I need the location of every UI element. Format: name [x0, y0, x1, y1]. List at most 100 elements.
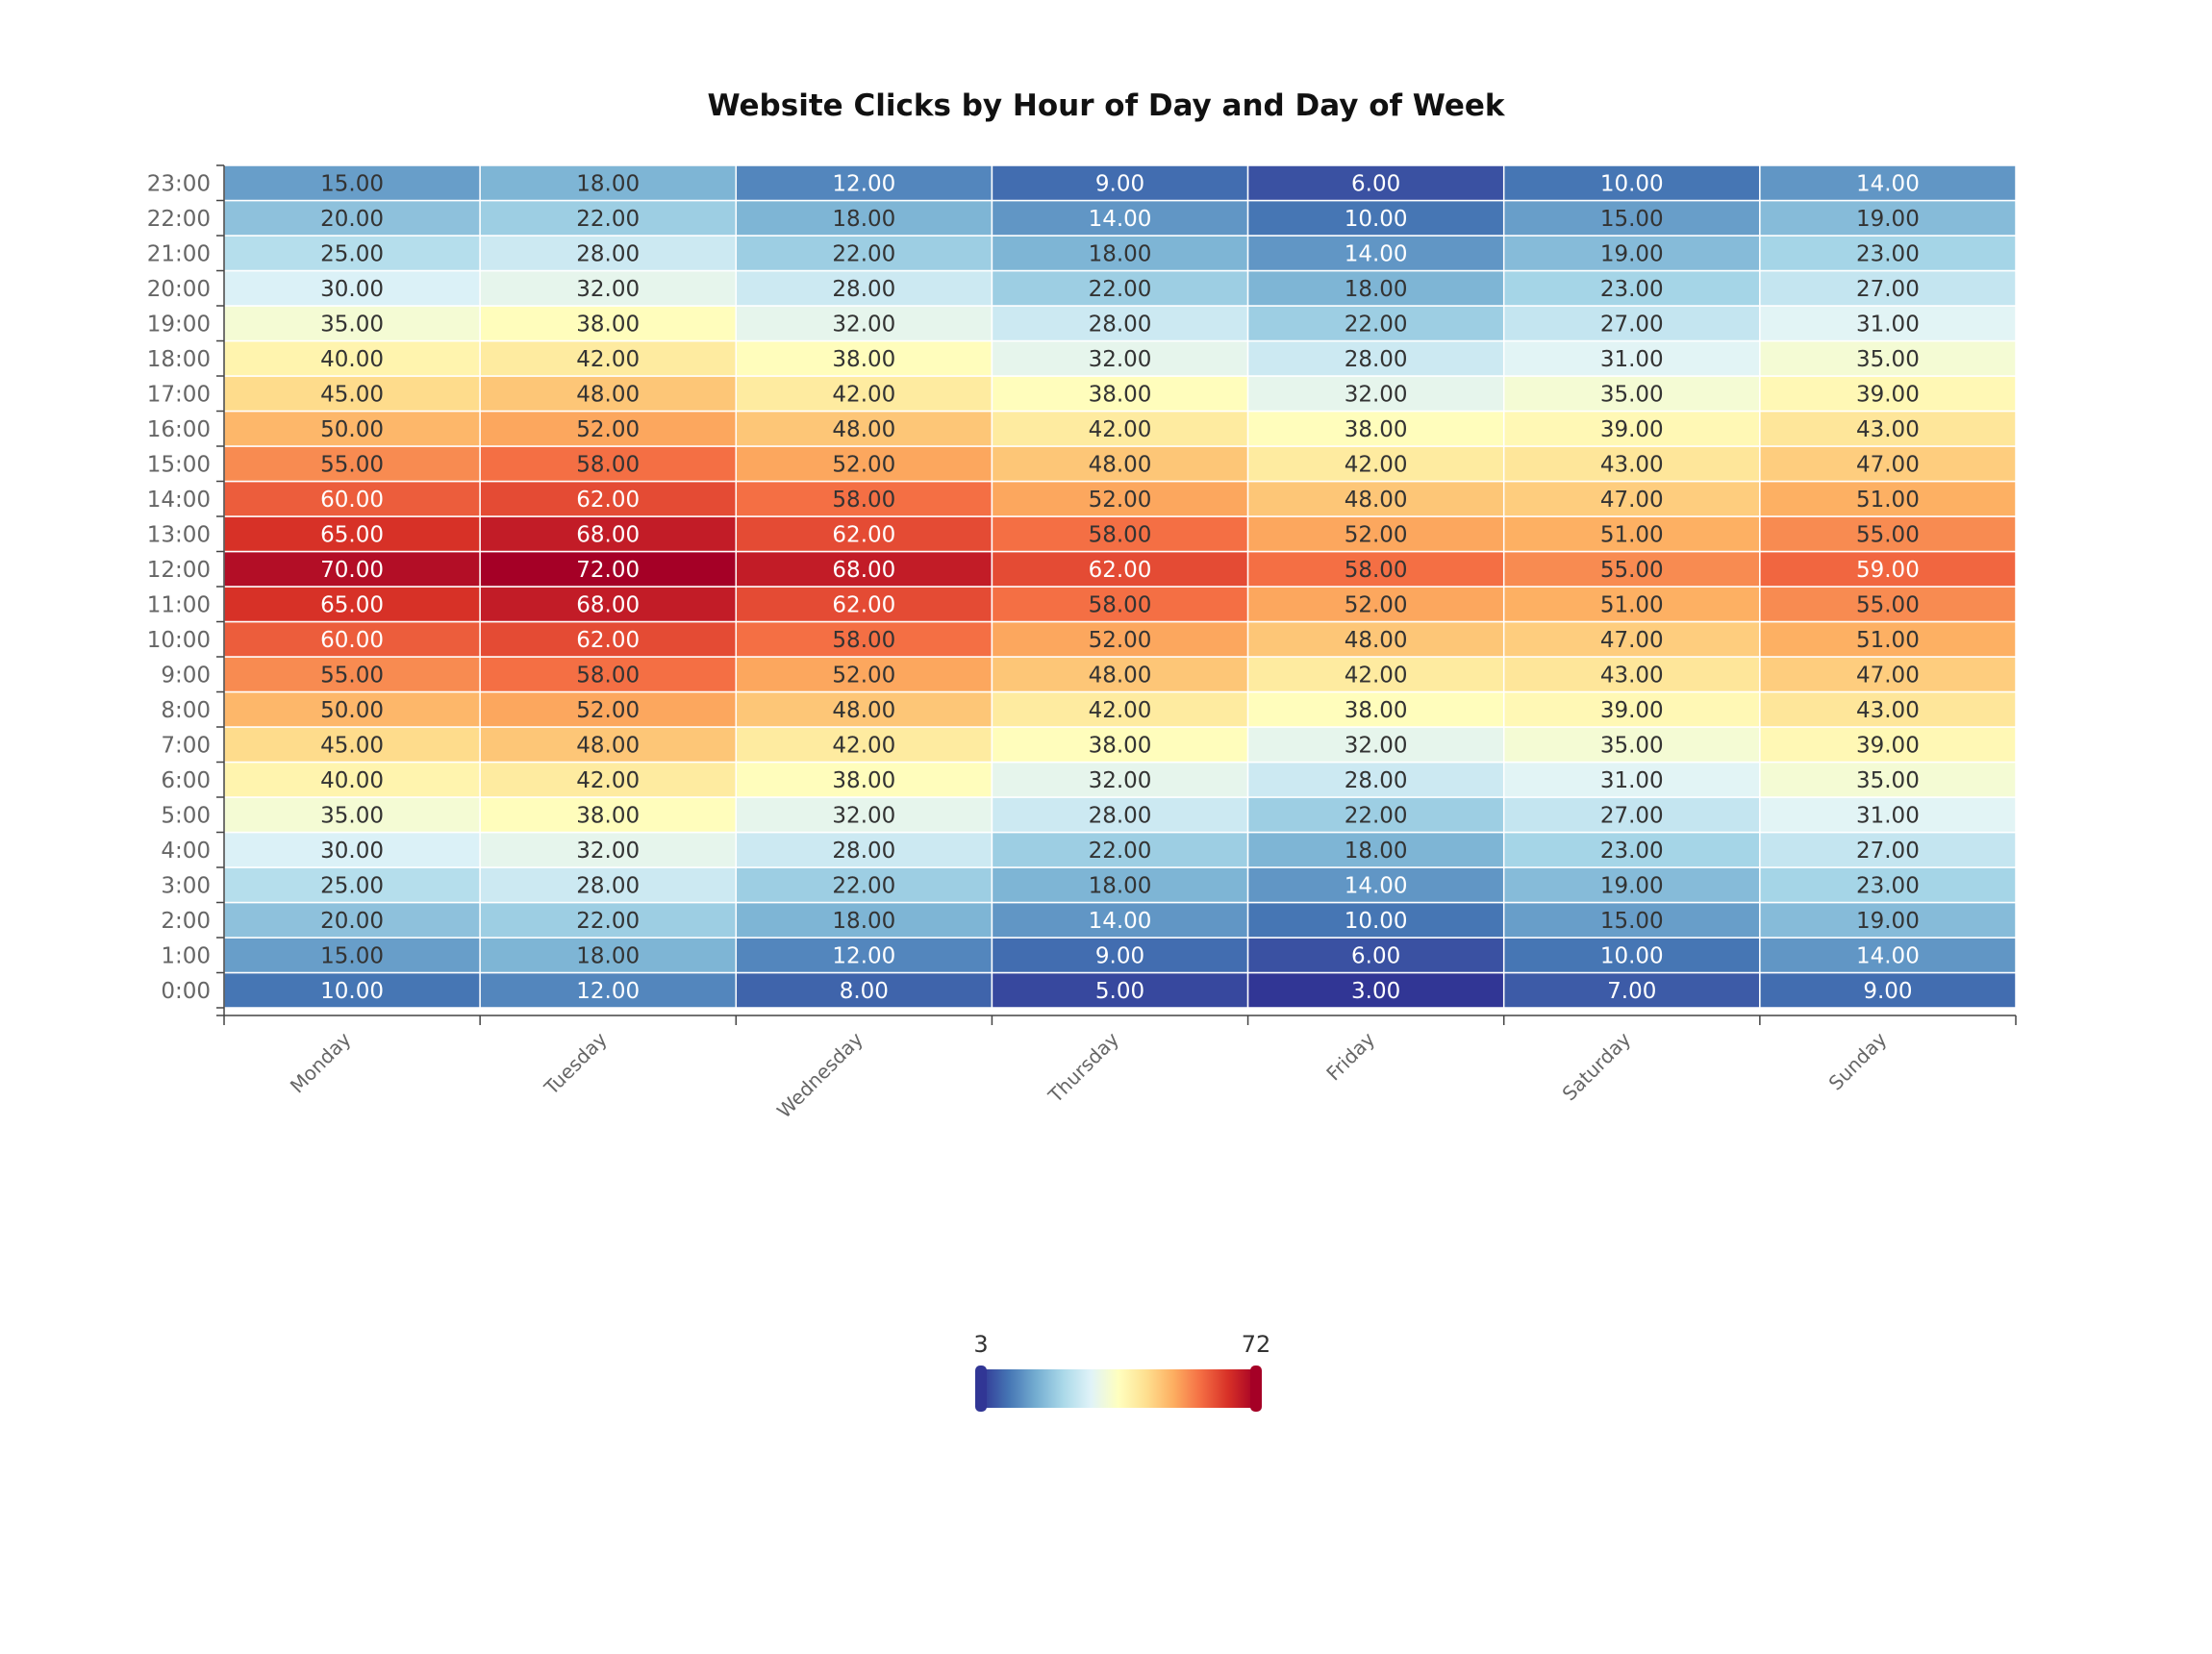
cell-value-label: 28.00 [1089, 803, 1152, 828]
heatmap-cell [991, 726, 1249, 764]
heatmap-cell [735, 620, 993, 658]
cell-value-label: 15.00 [320, 943, 384, 968]
cell-value-label: 42.00 [1089, 698, 1152, 723]
cell-value-label: 15.00 [1600, 207, 1664, 232]
cell-value-label: 25.00 [320, 241, 384, 266]
cell-value-label: 32.00 [576, 839, 640, 864]
cell-value-label: 8.00 [840, 979, 889, 1004]
cell-value-label: 15.00 [1600, 909, 1664, 934]
visual-map-max-handle[interactable] [1250, 1366, 1262, 1412]
cell-value-label: 35.00 [320, 803, 384, 828]
chart-title: Website Clicks by Hour of Day and Day of… [707, 88, 1505, 123]
cell-value-label: 60.00 [320, 488, 384, 513]
cell-value-label: 52.00 [832, 663, 895, 688]
cell-value-label: 55.00 [1856, 522, 1920, 547]
cell-value-label: 28.00 [576, 873, 640, 898]
cell-value-label: 39.00 [1600, 698, 1664, 723]
cell-value-label: 62.00 [576, 628, 640, 653]
heatmap-cell [1502, 235, 1761, 272]
heatmap-cell [1502, 726, 1761, 764]
cell-value-label: 9.00 [1095, 171, 1144, 196]
cell-value-label: 38.00 [576, 312, 640, 337]
y-tick-label: 2:00 [161, 909, 211, 934]
cell-value-label: 23.00 [1856, 873, 1920, 898]
cell-value-label: 18.00 [832, 207, 895, 232]
cell-value-label: 32.00 [1345, 733, 1408, 758]
heatmap-cell [991, 690, 1249, 728]
cell-value-label: 48.00 [1345, 488, 1408, 513]
cell-value-label: 31.00 [1856, 312, 1920, 337]
heatmap-cell [1502, 901, 1761, 939]
y-tick-label: 11:00 [147, 592, 211, 617]
cell-value-label: 42.00 [576, 347, 640, 372]
cell-value-label: 52.00 [576, 417, 640, 442]
y-tick-label: 15:00 [147, 452, 211, 477]
cell-value-label: 45.00 [320, 382, 384, 407]
cell-value-label: 40.00 [320, 768, 384, 793]
cell-value-label: 19.00 [1856, 207, 1920, 232]
visual-map-bar [981, 1369, 1256, 1408]
heatmap-cell [1759, 620, 2017, 658]
cell-value-label: 55.00 [1856, 592, 1920, 617]
cell-value-label: 18.00 [1345, 839, 1408, 864]
cell-value-label: 48.00 [832, 698, 895, 723]
cell-value-label: 20.00 [320, 207, 384, 232]
heatmap-cell [1246, 971, 1505, 1009]
cell-value-label: 68.00 [576, 522, 640, 547]
cell-value-label: 51.00 [1600, 522, 1664, 547]
heatmap-cell [1759, 971, 2017, 1009]
heatmap-cell [479, 199, 738, 237]
cell-value-label: 40.00 [320, 347, 384, 372]
cell-value-label: 58.00 [576, 452, 640, 477]
cell-value-label: 47.00 [1856, 663, 1920, 688]
heatmap-cell [479, 971, 738, 1009]
cell-value-label: 52.00 [1345, 592, 1408, 617]
visual-map-min-handle[interactable] [975, 1366, 987, 1412]
y-tick-label: 6:00 [161, 768, 211, 793]
cell-value-label: 45.00 [320, 733, 384, 758]
heatmap-cell [991, 586, 1249, 623]
cell-value-label: 35.00 [320, 312, 384, 337]
heatmap-cell [1246, 445, 1505, 483]
cell-value-label: 62.00 [576, 488, 640, 513]
cell-value-label: 55.00 [1600, 558, 1664, 583]
cell-value-label: 42.00 [832, 382, 895, 407]
cell-value-label: 35.00 [1856, 768, 1920, 793]
cell-value-label: 19.00 [1856, 909, 1920, 934]
y-tick-label: 3:00 [161, 873, 211, 898]
cell-value-label: 14.00 [1345, 241, 1408, 266]
heatmap-cell [735, 410, 993, 447]
heatmap-cell [479, 866, 738, 904]
cell-value-label: 19.00 [1600, 873, 1664, 898]
heatmap-cell [735, 937, 993, 974]
cell-value-label: 31.00 [1600, 347, 1664, 372]
cell-value-label: 19.00 [1600, 241, 1664, 266]
heatmap-cell [479, 901, 738, 939]
cell-value-label: 12.00 [832, 943, 895, 968]
heatmap-cell [1502, 445, 1761, 483]
heatmap-cell [1502, 831, 1761, 868]
heatmap-cell [991, 375, 1249, 413]
heatmap-cell [1759, 831, 2017, 868]
heatmap-cell [1759, 164, 2017, 202]
cell-value-label: 23.00 [1856, 241, 1920, 266]
cell-value-label: 47.00 [1856, 452, 1920, 477]
cell-value-label: 38.00 [1345, 417, 1408, 442]
heatmap-cell [1502, 620, 1761, 658]
heatmap-cell [1502, 515, 1761, 553]
y-tick-label: 12:00 [147, 558, 211, 583]
heatmap-cell [735, 656, 993, 693]
cell-value-label: 55.00 [320, 452, 384, 477]
heatmap-cell [735, 761, 993, 798]
heatmap-cell [479, 586, 738, 623]
heatmap-cell [479, 937, 738, 974]
heatmap-cell [735, 164, 993, 202]
cell-value-label: 14.00 [1345, 873, 1408, 898]
y-tick-label: 16:00 [147, 417, 211, 442]
heatmap-cell [1246, 515, 1505, 553]
heatmap-cell [223, 515, 481, 553]
x-tick-label: Tuesday [540, 1027, 612, 1099]
cell-value-label: 72.00 [576, 558, 640, 583]
heatmap-cell [223, 199, 481, 237]
cell-value-label: 27.00 [1600, 312, 1664, 337]
